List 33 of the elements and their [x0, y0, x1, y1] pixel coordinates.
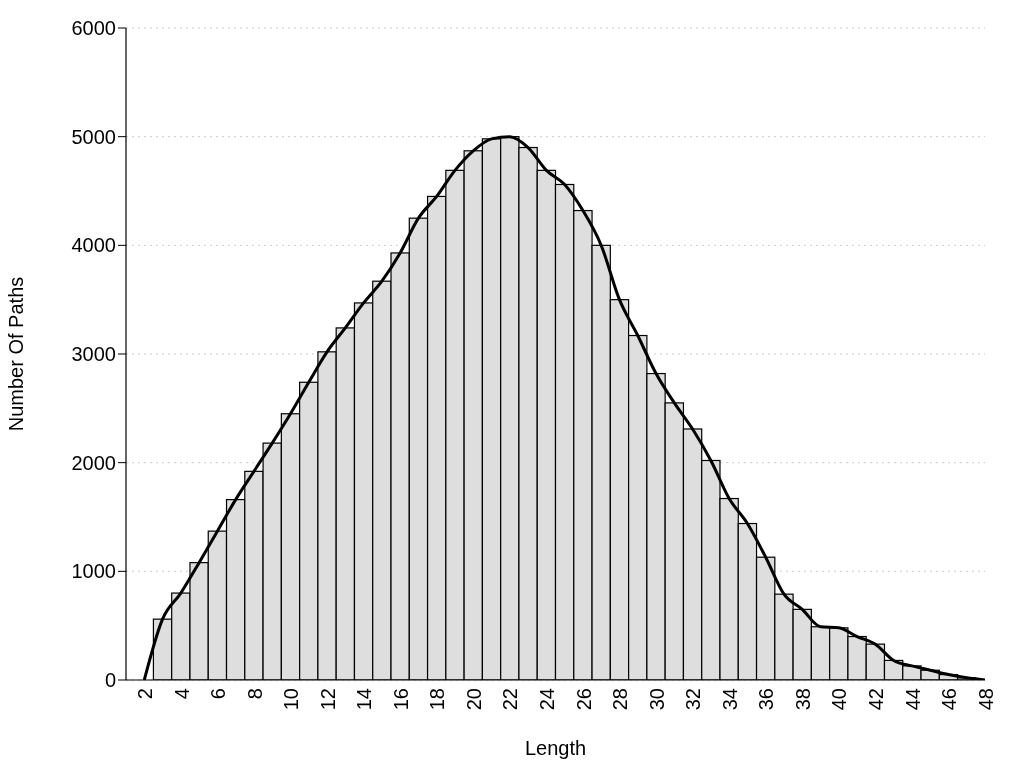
- x-tick-label: 14: [353, 688, 376, 711]
- y-tick-label: 6000: [71, 17, 116, 40]
- y-tick-label: 2000: [71, 451, 116, 474]
- x-tick-label: 8: [243, 688, 266, 700]
- x-tick-label: 10: [280, 688, 303, 711]
- x-tick-label: 32: [682, 688, 705, 711]
- x-tick-label: 24: [536, 688, 559, 711]
- y-tick-label: 5000: [71, 125, 116, 148]
- x-tick-label: 16: [389, 688, 412, 711]
- x-tick-label: 36: [755, 688, 778, 711]
- x-tick-label: 42: [865, 688, 888, 711]
- y-tick-label: 4000: [71, 234, 116, 257]
- x-tick-label: 46: [938, 688, 961, 711]
- x-tick-label: 26: [572, 688, 595, 711]
- x-tick-label: 20: [462, 688, 485, 711]
- x-tick-label: 48: [974, 688, 997, 711]
- x-tick-label: 22: [499, 688, 522, 711]
- y-tick-label: 1000: [71, 560, 116, 583]
- x-tick-label: 38: [791, 688, 814, 711]
- x-tick-label: 44: [901, 688, 924, 711]
- x-tick-label: 28: [609, 688, 632, 711]
- x-tick-label: 2: [133, 688, 156, 700]
- x-tick-label: 18: [426, 688, 449, 711]
- x-tick-label: 40: [828, 688, 851, 711]
- y-axis-title: Number Of Paths: [5, 276, 28, 432]
- x-tick-label: 4: [170, 688, 193, 700]
- x-tick-label: 6: [207, 688, 230, 700]
- x-tick-label: 34: [718, 688, 741, 711]
- y-tick-label: 3000: [71, 343, 116, 366]
- x-axis-title: Length: [524, 737, 587, 759]
- y-tick-label: 0: [104, 669, 116, 692]
- x-tick-label: 12: [316, 688, 339, 711]
- x-tick-label: 30: [645, 688, 668, 711]
